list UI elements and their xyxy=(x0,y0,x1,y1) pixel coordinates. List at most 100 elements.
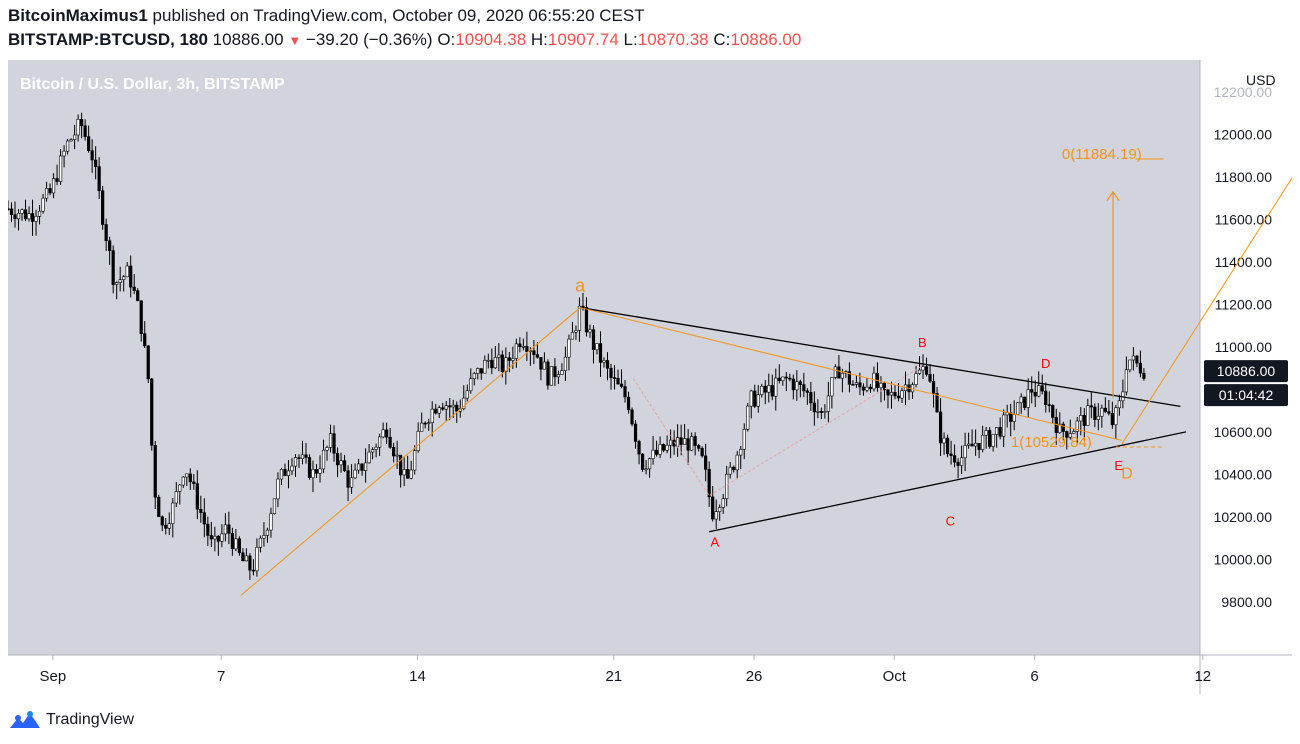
candle-body xyxy=(952,455,957,463)
candle-body xyxy=(469,378,473,392)
candle-body xyxy=(1110,413,1114,426)
candle-body xyxy=(167,523,171,529)
candle-body xyxy=(248,555,252,571)
candle-body xyxy=(704,455,708,470)
candle-body xyxy=(367,451,371,464)
candle-body xyxy=(441,407,445,410)
candle-body xyxy=(949,453,953,456)
candle-body xyxy=(434,408,438,414)
tradingview-brand: TradingView xyxy=(46,711,135,728)
candle-body xyxy=(220,533,224,542)
candle-body xyxy=(500,354,504,373)
candle-body xyxy=(37,210,42,217)
author-name[interactable]: BitcoinMaximus1 xyxy=(8,6,148,25)
candle-body xyxy=(1030,389,1034,393)
candle-body xyxy=(669,439,673,446)
candle-body xyxy=(420,422,424,432)
candle-body xyxy=(914,373,918,385)
candle-body xyxy=(335,452,340,466)
wave-c-projection-line[interactable] xyxy=(1121,168,1299,445)
y-tick-label: 11400.00 xyxy=(1215,254,1273,270)
candle-body xyxy=(819,411,823,413)
candle-body xyxy=(360,463,364,471)
wave-d-orange-label: D xyxy=(1121,466,1133,483)
chart-container[interactable]: Bitcoin / U.S. Dollar, 3h, BITSTAMP USD … xyxy=(6,60,1300,694)
candle-body xyxy=(122,276,126,281)
candle-body xyxy=(854,382,859,385)
y-tick-label: 11000.00 xyxy=(1215,339,1273,355)
candle-body xyxy=(1135,355,1139,364)
candle-body xyxy=(290,465,294,472)
candle-body xyxy=(206,523,210,536)
countdown-label: 01:04:42 xyxy=(1219,387,1274,403)
tradingview-logo-icon xyxy=(10,711,40,728)
candle-body xyxy=(581,305,585,308)
candle-body xyxy=(858,382,862,388)
candle-body xyxy=(546,361,550,386)
lower-trendline[interactable] xyxy=(709,431,1187,533)
wave-a-d-line[interactable] xyxy=(580,307,1122,441)
candle-body xyxy=(388,436,392,448)
candle-body xyxy=(693,436,697,446)
candle-body xyxy=(342,460,347,472)
tradingview-footer[interactable]: TradingView xyxy=(8,708,134,732)
candle-body xyxy=(584,307,589,333)
high-value: 10907.74 xyxy=(547,30,619,49)
candle-body xyxy=(511,358,515,361)
candle-body xyxy=(332,433,336,454)
candle-body xyxy=(448,405,452,408)
candle-body xyxy=(644,468,648,471)
candle-body xyxy=(861,386,866,391)
triangle-c-label: C xyxy=(946,513,955,528)
candle-body xyxy=(395,454,399,457)
price-axis[interactable] xyxy=(1200,60,1292,655)
candle-body xyxy=(886,389,890,396)
y-tick-label: 12000.00 xyxy=(1214,126,1273,142)
candle-body xyxy=(665,444,669,451)
candle-body xyxy=(339,460,343,466)
candle-body xyxy=(125,265,129,278)
candle-body xyxy=(1107,411,1111,414)
candle-body xyxy=(535,354,539,358)
candle-body xyxy=(525,346,529,352)
candle-body xyxy=(809,392,813,404)
candle-body xyxy=(889,392,894,396)
candle-body xyxy=(213,535,217,540)
candle-body xyxy=(1103,407,1107,412)
candle-body xyxy=(872,372,876,390)
candle-body xyxy=(230,533,234,550)
candle-body xyxy=(297,457,301,459)
time-axis[interactable] xyxy=(8,655,1292,694)
candle-body xyxy=(661,444,666,451)
candle-body xyxy=(1131,355,1135,361)
y-tick-label: 11800.00 xyxy=(1215,169,1273,185)
candle-body xyxy=(924,366,929,375)
candle-body xyxy=(1012,414,1016,422)
candle-body xyxy=(910,384,915,393)
candle-body xyxy=(574,330,578,333)
candle-body xyxy=(798,381,802,385)
upper-trendline[interactable] xyxy=(580,306,1181,408)
candle-body xyxy=(413,450,417,471)
price-chart[interactable]: Bitcoin / U.S. Dollar, 3h, BITSTAMP USD … xyxy=(6,60,1300,694)
wave-a-line[interactable] xyxy=(240,307,581,596)
candle-body xyxy=(406,469,410,479)
candle-body xyxy=(612,377,617,379)
candle-body xyxy=(118,279,122,283)
y-tick-label: 11600.00 xyxy=(1215,211,1273,227)
open-value: 10904.38 xyxy=(455,30,527,49)
candle-body xyxy=(679,437,683,445)
x-tick-label: Oct xyxy=(883,668,907,685)
candle-body xyxy=(174,491,178,504)
candle-body xyxy=(146,345,150,380)
close-label: C: xyxy=(713,30,731,49)
candle-body xyxy=(164,524,168,529)
candle-body xyxy=(882,382,887,391)
candle-body xyxy=(1058,423,1062,434)
candle-body xyxy=(1016,402,1020,415)
candle-body xyxy=(658,444,662,455)
triangle-e-label: E xyxy=(1114,458,1123,473)
close-value: 10886.00 xyxy=(730,30,802,49)
candle-body xyxy=(181,476,185,486)
candle-body xyxy=(868,386,873,390)
